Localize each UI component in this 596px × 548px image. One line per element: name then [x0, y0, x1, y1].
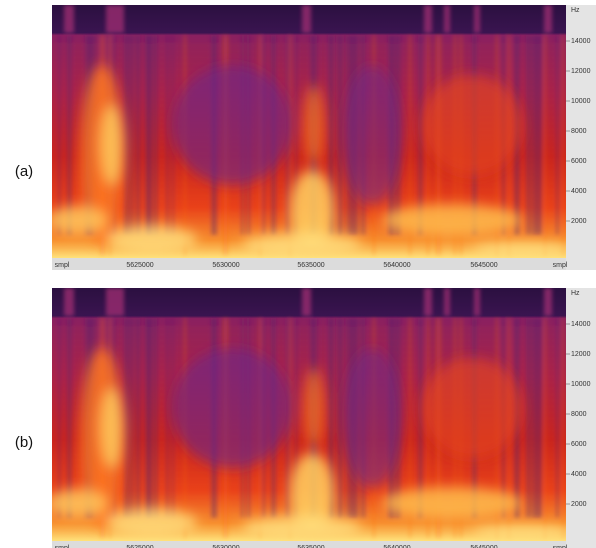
- y-axis-bar: [566, 288, 596, 548]
- y-tick-label: 14000: [571, 321, 591, 328]
- x-tick-label: 5630000: [212, 545, 239, 548]
- spectrogram: [47, 288, 572, 541]
- x-tick-label: 5630000: [212, 262, 239, 269]
- x-tick-label: 5625000: [126, 262, 153, 269]
- y-tick-label: 14000: [571, 38, 591, 45]
- x-tick-label: 5635000: [297, 262, 324, 269]
- x-axis-bar: [52, 258, 566, 270]
- spectrogram-panel: (b) Hz 14000 12000 10000 8000 6000 4000 2000 smpl…: [15, 288, 596, 548]
- y-axis-bar: [566, 5, 596, 270]
- y-tick-label: Hz: [571, 290, 580, 297]
- panel-label: (b): [15, 434, 33, 451]
- x-axis-bar: [52, 541, 566, 548]
- spectrogram: [47, 5, 572, 258]
- x-tick-label: smpl: [553, 262, 568, 269]
- y-tick-label: 12000: [571, 351, 591, 358]
- y-tick-label: 12000: [571, 68, 591, 75]
- y-tick-label: 6000: [571, 441, 587, 448]
- x-tick-label: 5625000: [126, 545, 153, 548]
- y-tick-label: Hz: [571, 7, 580, 14]
- spectrogram-panel: (a) Hz 14000 12000 10000 8000 6000 4000 2000 smpl…: [15, 5, 596, 270]
- x-tick-label: 5645000: [470, 545, 497, 548]
- y-tick-label: 2000: [571, 218, 587, 225]
- panel-label: (a): [15, 163, 33, 180]
- y-tick-label: 4000: [571, 188, 587, 195]
- y-tick-label: 10000: [571, 381, 591, 388]
- y-tick-label: 8000: [571, 128, 587, 135]
- y-tick-label: 2000: [571, 501, 587, 508]
- y-tick-label: 4000: [571, 471, 587, 478]
- x-tick-label: 5635000: [297, 545, 324, 548]
- y-tick-label: 6000: [571, 158, 587, 165]
- y-tick-label: 10000: [571, 98, 591, 105]
- x-tick-label: smpl: [553, 545, 568, 548]
- x-tick-label: smpl: [55, 545, 70, 548]
- x-tick-label: 5645000: [470, 262, 497, 269]
- y-tick-label: 8000: [571, 411, 587, 418]
- x-tick-label: 5640000: [383, 545, 410, 548]
- x-tick-label: smpl: [55, 262, 70, 269]
- x-tick-label: 5640000: [383, 262, 410, 269]
